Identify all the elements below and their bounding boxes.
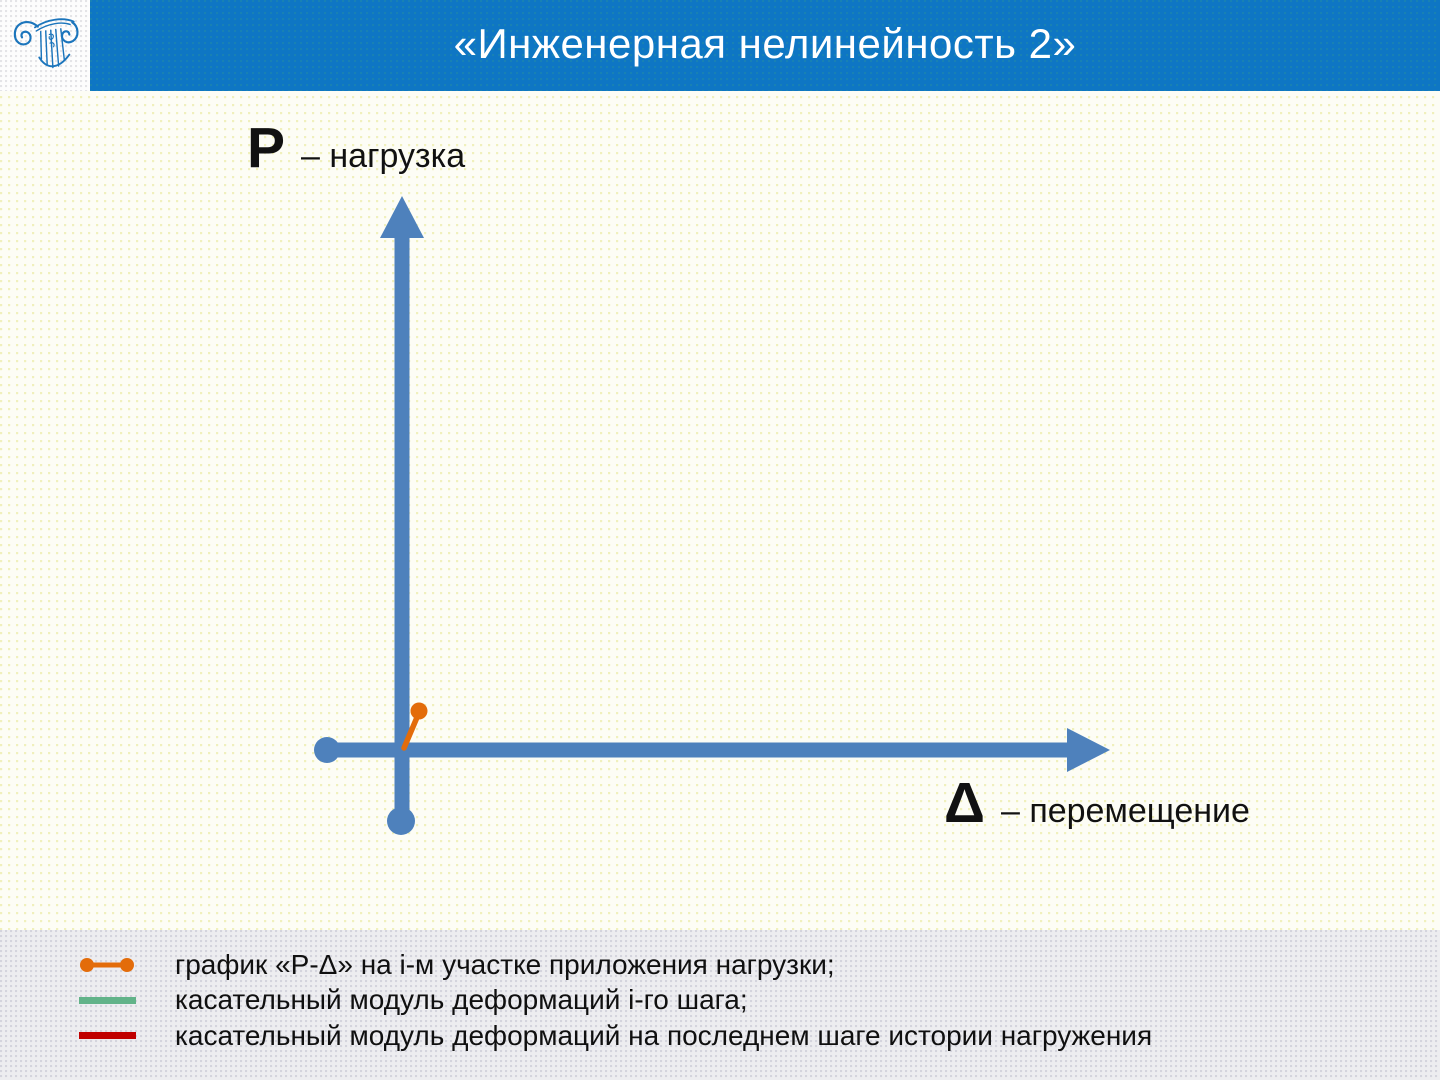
legend-label: касательный модуль деформаций i-го шага;	[175, 984, 748, 1016]
y-axis-label: P – нагрузка	[247, 120, 465, 177]
pd-segment-end-dot	[410, 702, 428, 720]
y-axis-symbol: P	[247, 116, 286, 180]
x-axis-text: – перемещение	[1000, 792, 1250, 830]
green-line-icon	[77, 996, 137, 1004]
red-line-icon	[77, 1032, 137, 1040]
y-axis-text: – нагрузка	[301, 137, 466, 175]
logo	[0, 0, 90, 91]
legend-item-tangent-modulus-last-step: касательный модуль деформаций на последн…	[0, 1018, 1440, 1054]
legend-item-tangent-modulus-step: касательный модуль деформаций i-го шага;	[0, 983, 1440, 1019]
y-axis-bottom-dot	[387, 807, 415, 835]
ionic-column-icon	[13, 17, 79, 68]
x-axis-origin-dot	[314, 737, 340, 763]
legend-label: касательный модуль деформаций на последн…	[175, 1019, 1153, 1051]
header: «Инженерная нелинейность 2»	[0, 0, 1440, 91]
x-axis-label: Δ – перемещение	[944, 775, 1250, 832]
y-axis-arrowhead	[380, 196, 424, 238]
legend: график «P-Δ» на i-м участке приложения н…	[0, 930, 1440, 1080]
pd-segment-line	[401, 712, 421, 751]
orange-dumbbell-line-icon	[77, 956, 137, 974]
title-bar: «Инженерная нелинейность 2»	[90, 0, 1440, 91]
x-axis-symbol: Δ	[944, 771, 985, 835]
legend-label: график «P-Δ» на i-м участке приложения н…	[175, 948, 835, 980]
slide-title: «Инженерная нелинейность 2»	[453, 19, 1077, 67]
legend-item-pd-graph: график «P-Δ» на i-м участке приложения н…	[0, 947, 1440, 983]
x-axis-arrowhead	[1067, 728, 1110, 772]
